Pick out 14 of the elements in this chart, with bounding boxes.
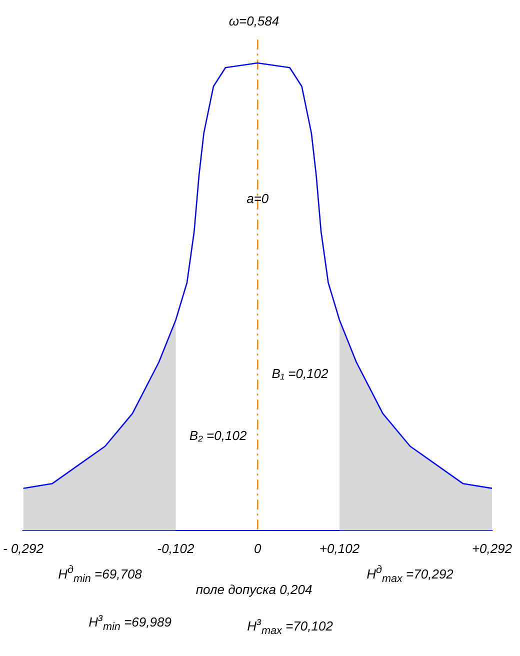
chart-title: ω=0,584	[228, 13, 280, 28]
annotation: B₁ =0,102	[272, 366, 328, 381]
x-tick-label: 0	[254, 540, 262, 556]
x-tick-label: -0,102	[157, 540, 195, 556]
text: H$^{д}$$_{max}$ =70,292	[366, 564, 454, 585]
annotation: a=0	[246, 191, 270, 206]
annotation: B₂ =0,102	[189, 428, 247, 443]
x-tick-label: +0,292	[472, 540, 513, 556]
text: H$^{д}$$_{min}$ =69,708	[58, 564, 142, 585]
x-tick-label: - 0,292	[2, 540, 44, 556]
x-tick-label: +0,102	[319, 540, 360, 556]
text: H$^{з}$$_{min}$ =69,989	[88, 612, 172, 633]
text: поле допуска 0,204	[196, 582, 312, 597]
text: H$^{з}$$_{max}$ =70,102	[247, 616, 333, 637]
